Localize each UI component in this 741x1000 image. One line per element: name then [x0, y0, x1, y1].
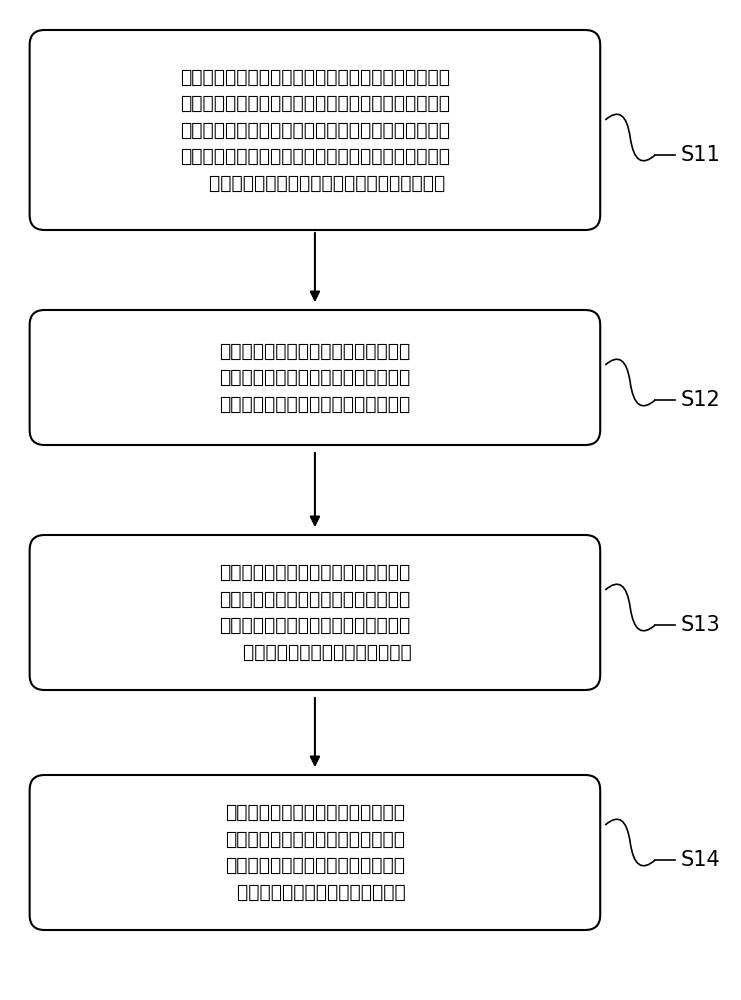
Text: S11: S11 [680, 145, 720, 165]
Text: 以第二刻蚀气体对所述刻蚀窗口下方的
半导体衬底继续进行刻蚀，使刻蚀停止
于距所述浅沟槽隔离的上方第二距离的
    位置，所述第二距离小于第一距离: 以第二刻蚀气体对所述刻蚀窗口下方的 半导体衬底继续进行刻蚀，使刻蚀停止 于距所述… [219, 563, 411, 662]
FancyBboxPatch shape [30, 775, 600, 930]
Text: S13: S13 [680, 615, 720, 635]
FancyBboxPatch shape [30, 310, 600, 445]
Text: 提供一半导体器件结构，至少包括：半导体衬底、间隔
制作于所述半导体衬底中的浅沟槽隔离以及结合于所述
浅沟槽隔离及所述半导体衬底正面的介质层，于所述半
导体衬底背: 提供一半导体器件结构，至少包括：半导体衬底、间隔 制作于所述半导体衬底中的浅沟槽… [180, 68, 450, 192]
FancyBboxPatch shape [30, 535, 600, 690]
Text: S14: S14 [680, 850, 720, 870]
Text: 以第三刻蚀气体对所述刻蚀窗口下方
的半导体衬底继续进行刻蚀，直至露
出所述刻蚀窗口下方的浅沟槽隔离及
  介质层，形成用于制造焊盘的沟槽: 以第三刻蚀气体对所述刻蚀窗口下方 的半导体衬底继续进行刻蚀，直至露 出所述刻蚀窗… [225, 803, 405, 902]
Text: 以第一刻蚀气体对所述刻蚀窗口下方的
半导体衬底进行刻蚀，使刻蚀停止于距
所述浅沟槽隔离的上方第一距离的位置: 以第一刻蚀气体对所述刻蚀窗口下方的 半导体衬底进行刻蚀，使刻蚀停止于距 所述浅沟… [219, 342, 411, 414]
FancyBboxPatch shape [30, 30, 600, 230]
Text: S12: S12 [680, 390, 720, 410]
